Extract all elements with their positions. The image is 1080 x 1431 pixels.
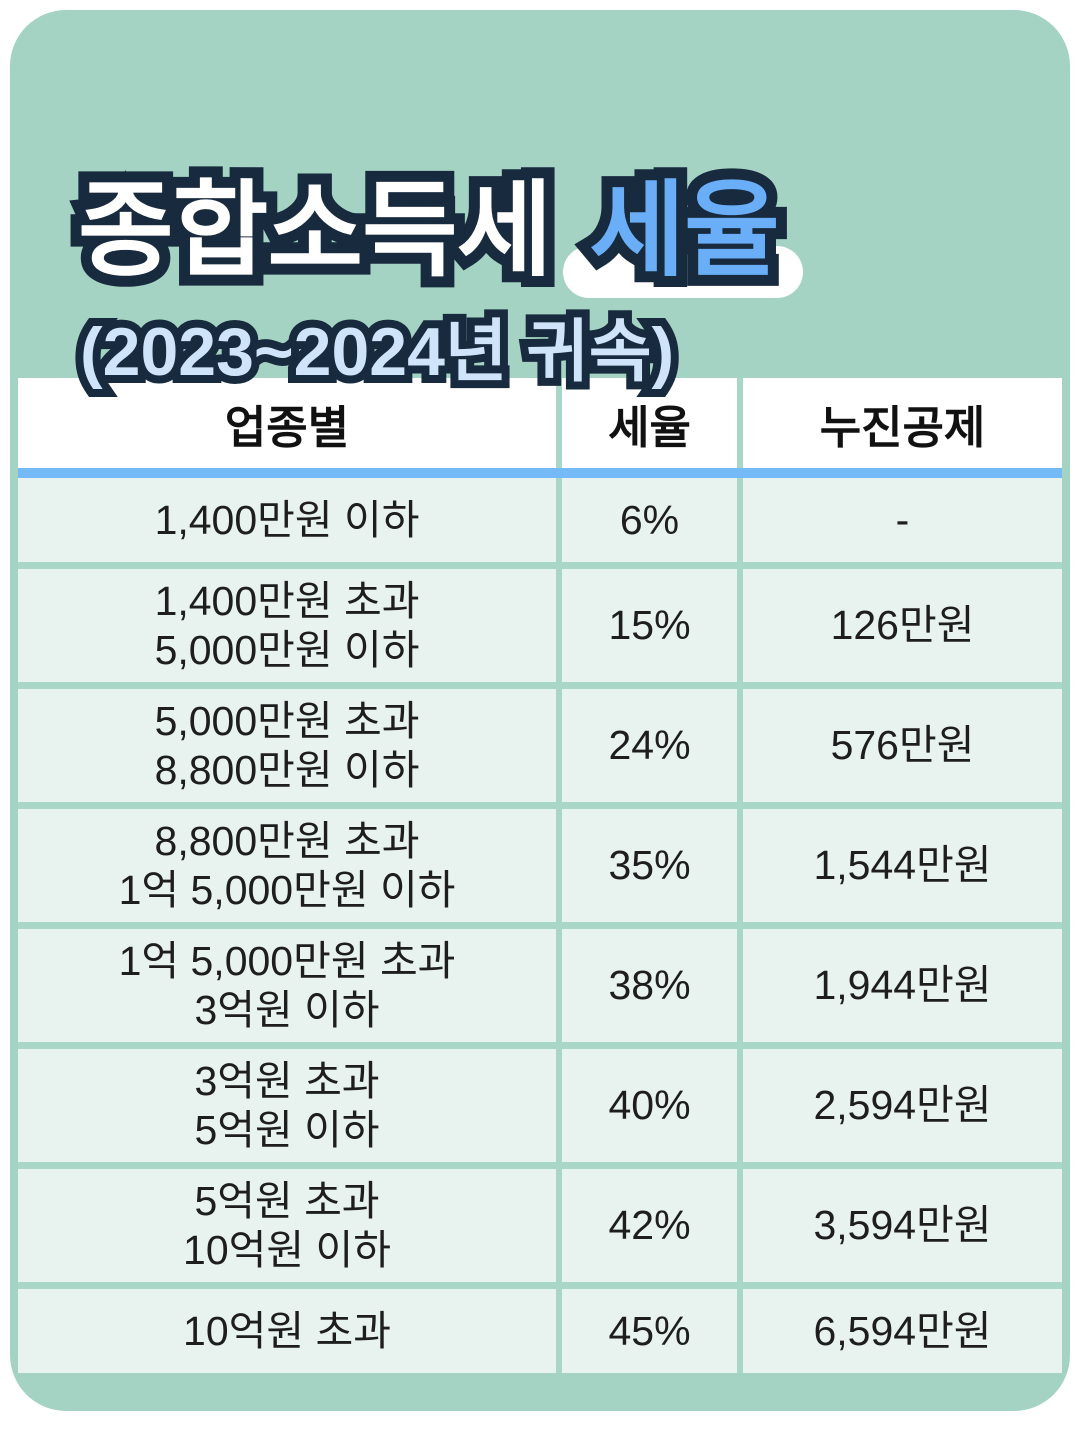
cell-rate: 38% — [562, 929, 737, 1042]
cell-rate: 42% — [562, 1169, 737, 1282]
cell-bracket: 1억 5,000만원 초과 3억원 이하 — [18, 929, 556, 1042]
title-accent-word: 세율 — [563, 166, 803, 298]
table-body: 1,400만원 이하 6% - 1,400만원 초과 5,000만원 이하 15… — [18, 478, 1062, 1373]
page-subtitle: (2023~2024년 귀속) — [80, 310, 674, 395]
tax-rate-table: 업종별 세율 누진공제 1,400만원 이하 6% - 1,400만원 초과 5… — [18, 378, 1062, 1373]
header-divider — [18, 468, 1062, 478]
cell-deduction: 1,944만원 — [743, 929, 1062, 1042]
page-title: 종합소득세 세율 — [78, 166, 803, 298]
cell-rate: 6% — [562, 478, 737, 562]
cell-rate: 45% — [562, 1289, 737, 1373]
cell-rate: 40% — [562, 1049, 737, 1162]
cell-deduction: 1,544만원 — [743, 809, 1062, 922]
cell-deduction: 2,594만원 — [743, 1049, 1062, 1162]
cell-bracket: 3억원 초과 5억원 이하 — [18, 1049, 556, 1162]
cell-deduction: 3,594만원 — [743, 1169, 1062, 1282]
cell-deduction: 126만원 — [743, 569, 1062, 682]
cell-deduction: 6,594만원 — [743, 1289, 1062, 1373]
cell-bracket: 8,800만원 초과 1억 5,000만원 이하 — [18, 809, 556, 922]
cell-bracket: 5억원 초과 10억원 이하 — [18, 1169, 556, 1282]
cell-bracket: 1,400만원 이하 — [18, 478, 556, 562]
title-main-word: 종합소득세 — [78, 166, 552, 296]
cell-rate: 24% — [562, 689, 737, 802]
cell-bracket: 1,400만원 초과 5,000만원 이하 — [18, 569, 556, 682]
cell-deduction: 576만원 — [743, 689, 1062, 802]
cell-bracket: 10억원 초과 — [18, 1289, 556, 1373]
cell-rate: 35% — [562, 809, 737, 922]
cell-deduction: - — [743, 478, 1062, 562]
cell-bracket: 5,000만원 초과 8,800만원 이하 — [18, 689, 556, 802]
page-subtitle-text: (2023~2024년 귀속) — [80, 310, 674, 395]
title-accent-text: 세율 — [589, 166, 779, 296]
cell-rate: 15% — [562, 569, 737, 682]
infographic-card: 종합소득세 세율 (2023~2024년 귀속) 업종별 세율 누진공제 1,4… — [10, 10, 1070, 1411]
title-main-text: 종합소득세 — [78, 166, 552, 296]
header-cell-deduction: 누진공제 — [743, 378, 1062, 468]
